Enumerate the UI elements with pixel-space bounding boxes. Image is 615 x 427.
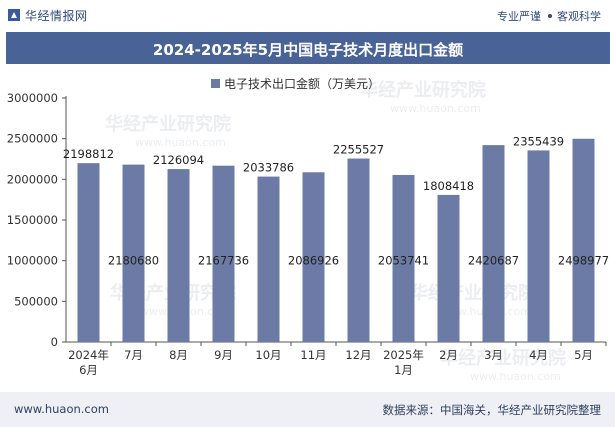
- x-tick-label: 2025年 1月: [383, 348, 424, 377]
- y-tick-label: 2500000: [7, 132, 58, 146]
- data-label: 2255527: [333, 143, 384, 157]
- top-bar: 华经情报网 专业严谨 客观科学: [0, 0, 615, 30]
- data-label: 2126094: [153, 153, 204, 167]
- data-label: 2498977: [558, 254, 609, 268]
- watermark-text: 华经产业研究院: [440, 347, 566, 369]
- bar: [167, 169, 190, 342]
- slogan: 专业严谨 客观科学: [497, 8, 601, 24]
- y-tick-label: 1500000: [7, 213, 58, 227]
- slogan-right: 客观科学: [557, 10, 601, 23]
- x-tick-label: 8月: [169, 348, 188, 362]
- data-label: 2167736: [198, 254, 249, 268]
- data-label: 2420687: [468, 254, 519, 268]
- data-label: 2086926: [288, 254, 339, 268]
- slogan-left: 专业严谨: [497, 10, 541, 23]
- y-tick-label: 2000000: [7, 172, 58, 186]
- x-tick-label: 11月: [300, 348, 326, 362]
- data-label: 2033786: [243, 161, 294, 175]
- x-tick-label: 3月: [484, 348, 503, 362]
- y-tick-label: 0: [51, 335, 58, 349]
- bar: [437, 194, 460, 342]
- data-label: 2180680: [108, 254, 159, 268]
- data-label: 1808418: [423, 179, 474, 193]
- bar: [302, 172, 325, 342]
- bar: [392, 174, 415, 342]
- chart-title: 2024-2025年5月中国电子技术月度出口金额: [152, 41, 464, 59]
- x-tick-label: 5月: [574, 348, 593, 362]
- data-label: 2053741: [378, 254, 429, 268]
- watermark-text: 华经产业研究院: [360, 79, 486, 101]
- watermark-text: 华经产业研究院: [105, 113, 231, 135]
- bar: [482, 145, 505, 342]
- y-tick-label: 3000000: [7, 91, 58, 105]
- bar-chart: 华经产业研究院www.huaon.com华经产业研究院www.huaon.com…: [7, 76, 609, 383]
- watermark-url: www.huaon.com: [135, 136, 226, 149]
- data-label: 2198812: [63, 147, 114, 161]
- x-tick-label: 10月: [255, 348, 281, 362]
- x-tick-label: 4月: [529, 348, 548, 362]
- x-tick-label: 7月: [124, 348, 143, 362]
- legend-label: 电子技术出口金额（万美元）: [224, 76, 380, 91]
- legend-swatch: [211, 79, 220, 88]
- brand-name: 华经情报网: [25, 9, 88, 23]
- y-tick-label: 1000000: [7, 254, 58, 268]
- watermark-text: 华经产业研究院: [410, 282, 536, 304]
- title-bar: 2024-2025年5月中国电子技术月度出口金额: [6, 32, 610, 64]
- x-tick-label: 9月: [214, 348, 233, 362]
- bar: [257, 176, 280, 342]
- footer-website[interactable]: www.huaon.com: [14, 402, 109, 416]
- watermark-url: www.huaon.com: [390, 102, 481, 115]
- brand-logo-icon: [8, 9, 20, 21]
- y-tick-label: 500000: [14, 294, 58, 308]
- bar: [572, 138, 595, 342]
- bar: [527, 150, 550, 342]
- bar: [122, 164, 145, 342]
- bar: [347, 158, 370, 342]
- data-label: 2355439: [513, 134, 564, 148]
- watermark-url: www.huaon.com: [470, 370, 561, 383]
- separator-dot-icon: [548, 14, 552, 18]
- x-tick-label: 2024年 6月: [68, 348, 109, 377]
- x-tick-label: 2月: [439, 348, 458, 362]
- bar: [212, 165, 235, 342]
- footer: www.huaon.com 数据来源：中国海关，华经产业研究院整理: [0, 392, 615, 427]
- bar: [77, 163, 100, 342]
- x-tick-label: 12月: [345, 348, 371, 362]
- footer-source: 数据来源：中国海关，华经产业研究院整理: [382, 403, 602, 417]
